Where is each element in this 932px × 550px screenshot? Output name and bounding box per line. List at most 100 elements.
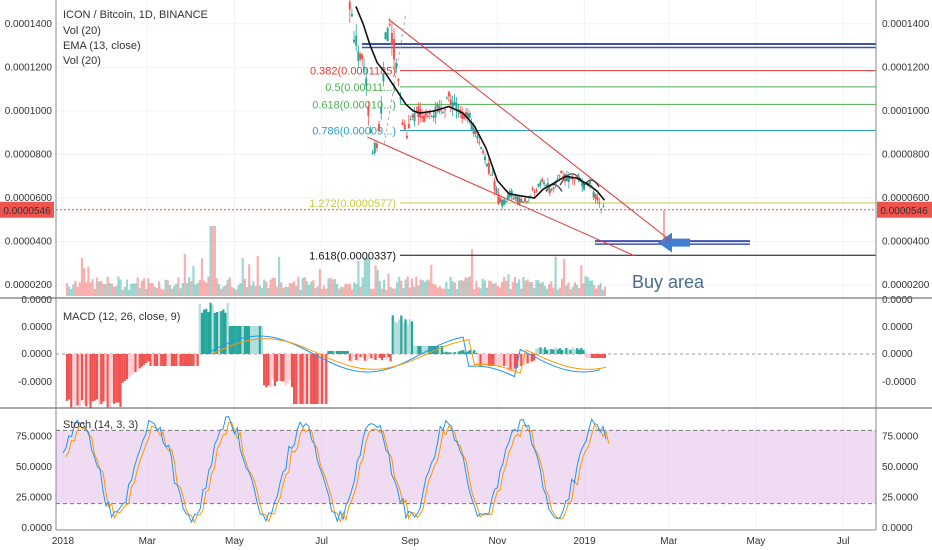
volume-bar	[490, 281, 493, 296]
volume-bar	[72, 284, 75, 296]
macd-histogram-bar	[260, 326, 264, 354]
macd-histogram-bar	[509, 354, 512, 371]
candle-body	[449, 99, 452, 105]
macd-histogram-bar	[593, 354, 596, 358]
volume-bar	[271, 277, 274, 296]
macd-histogram-bar	[443, 352, 446, 354]
macd-histogram-bar	[110, 354, 114, 403]
volume-bar	[200, 258, 204, 296]
volume-bar	[505, 280, 508, 296]
legend-volume[interactable]: Vol (20)	[63, 25, 101, 37]
volume-bar	[398, 276, 401, 296]
macd-histogram-bar	[440, 346, 444, 354]
volume-bar	[170, 288, 174, 296]
macd-histogram-bar	[198, 303, 201, 354]
candle-body	[602, 206, 605, 208]
volume-bar	[436, 287, 439, 296]
macd-histogram-bar	[269, 354, 272, 388]
macd-histogram-bar	[395, 322, 399, 354]
macd-histogram-bar	[558, 348, 562, 354]
macd-histogram-bar	[361, 354, 364, 359]
volume-bar	[413, 286, 416, 296]
candle-body	[464, 111, 467, 116]
volume-bar	[348, 283, 351, 296]
candle-body	[399, 97, 402, 100]
volume-bar	[258, 285, 261, 296]
macd-histogram-bar	[515, 354, 519, 368]
macd-tick-label-left: 0.0000	[21, 295, 52, 306]
volume-bar	[464, 277, 467, 296]
volume-bar	[237, 285, 240, 296]
volume-bar	[211, 226, 214, 296]
price-tick-label-left: 0.0000800	[5, 149, 53, 160]
time-tick-label: Sep	[401, 536, 419, 547]
volume-bar	[273, 277, 276, 296]
candle-body	[403, 124, 406, 130]
macd-histogram-bar	[286, 354, 289, 384]
candle-body	[359, 54, 362, 60]
price-pane[interactable]	[56, 0, 876, 297]
macd-histogram-bar	[359, 354, 362, 358]
volume-bar	[233, 288, 236, 296]
volume-bar	[320, 288, 324, 296]
macd-histogram-bar	[588, 354, 592, 358]
macd-histogram-bar	[213, 312, 216, 354]
candle-body	[556, 178, 559, 180]
macd-histogram-bar	[383, 354, 386, 358]
candle-body	[384, 32, 387, 40]
legend-volume-2[interactable]: Vol (20)	[63, 55, 101, 67]
volume-bar	[290, 283, 294, 296]
volume-bar	[338, 288, 341, 296]
chart-title: ICON / Bitcoin, 1D, BINANCE	[63, 9, 208, 21]
macd-histogram-bar	[393, 321, 396, 354]
macd-histogram-bar	[335, 351, 339, 354]
candle-body	[369, 129, 372, 133]
candle-body	[493, 181, 496, 190]
volume-bar	[113, 286, 116, 296]
macd-histogram-bar	[466, 351, 469, 354]
macd-histogram-bar	[130, 354, 133, 376]
macd-histogram-bar	[102, 354, 105, 402]
volume-bar	[374, 265, 377, 296]
macd-title[interactable]: MACD (12, 26, close, 9)	[63, 311, 180, 323]
volume-bar	[78, 282, 81, 296]
candle-body	[380, 106, 383, 114]
macd-histogram-bar	[505, 354, 508, 366]
macd-histogram-bar	[451, 352, 454, 354]
macd-histogram-bar	[338, 351, 341, 354]
candle-body	[497, 193, 500, 204]
candle-body	[365, 78, 368, 86]
macd-indicator	[56, 302, 876, 409]
legend-ema[interactable]: EMA (13, close)	[63, 40, 141, 52]
macd-tick-label-left: 0.0000	[21, 349, 52, 360]
macd-histogram-bar	[445, 351, 448, 354]
candle-body	[353, 39, 356, 43]
volume-bar	[483, 280, 486, 296]
macd-histogram-bar	[575, 348, 579, 354]
last-price-badge-left	[0, 201, 54, 218]
volume-bar	[393, 288, 396, 296]
macd-histogram-bar	[350, 354, 354, 362]
candle-body	[552, 187, 555, 189]
volume-bar	[299, 289, 302, 296]
macd-histogram-bar	[327, 351, 330, 354]
volume-bar	[164, 279, 167, 296]
volume-bar	[368, 258, 371, 296]
macd-histogram-bar	[455, 352, 459, 354]
candle-body	[581, 180, 584, 187]
volume-bar	[173, 285, 176, 296]
fib-level-label: 0.618(0.00010...)	[312, 99, 396, 111]
candle-body	[407, 124, 410, 129]
volume-bar	[475, 280, 478, 296]
volume-bar	[177, 277, 180, 296]
last-price-label-right: 0.0000546	[880, 206, 928, 217]
candle-body	[428, 112, 431, 115]
volume-bar	[325, 288, 328, 296]
macd-histogram-bar	[93, 354, 96, 401]
volume-bars	[65, 226, 607, 296]
candle-body	[426, 115, 429, 117]
volume-bar	[428, 280, 431, 296]
stoch-title[interactable]: Stoch (14, 3, 3)	[63, 419, 138, 431]
macd-histogram-bar	[318, 354, 321, 404]
